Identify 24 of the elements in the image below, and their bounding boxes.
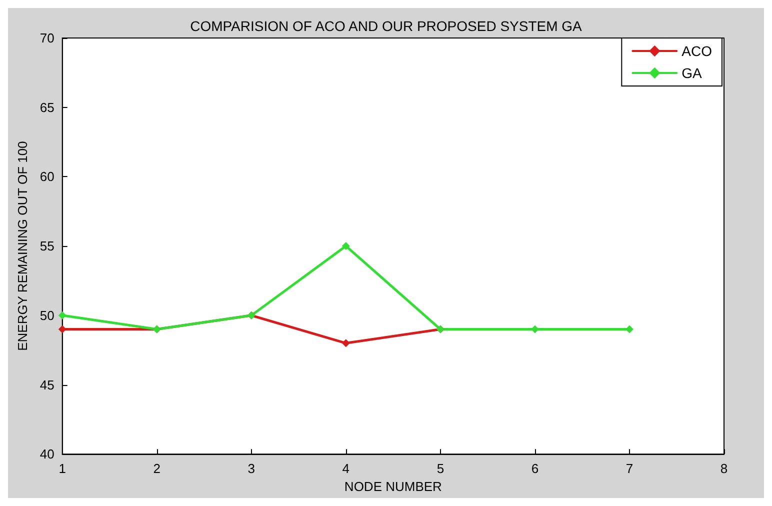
x-tick-label: 2 [153, 461, 160, 476]
chart-title: COMPARISION OF ACO AND OUR PROPOSED SYSTEM GA [190, 18, 583, 34]
y-axis-title: ENERGY REMAINING OUT OF 100 [15, 141, 30, 351]
x-axis-title: NODE NUMBER [344, 479, 442, 494]
y-tick-label: 50 [40, 308, 54, 323]
legend-label: GA [682, 65, 703, 81]
y-tick-label: 65 [40, 100, 54, 115]
y-tick-label: 45 [40, 377, 54, 392]
point [58, 311, 66, 320]
x-tick-label: 3 [248, 461, 256, 476]
y-tick-label: 60 [40, 169, 54, 184]
legend-label: ACO [682, 43, 712, 59]
x-tick-label: 1 [58, 461, 66, 476]
x-tick-label: 8 [720, 461, 728, 476]
point [342, 242, 350, 250]
x-tick-label: 6 [531, 461, 539, 476]
y-tick-label: 70 [40, 30, 54, 46]
x-tick-label: 7 [626, 461, 634, 476]
point [58, 325, 66, 334]
y-tick-label: 40 [40, 446, 54, 462]
y-tick-label: 55 [40, 238, 54, 254]
x-tick-label: 4 [342, 461, 350, 476]
point [342, 339, 350, 348]
x-tick-label: 5 [436, 461, 444, 476]
